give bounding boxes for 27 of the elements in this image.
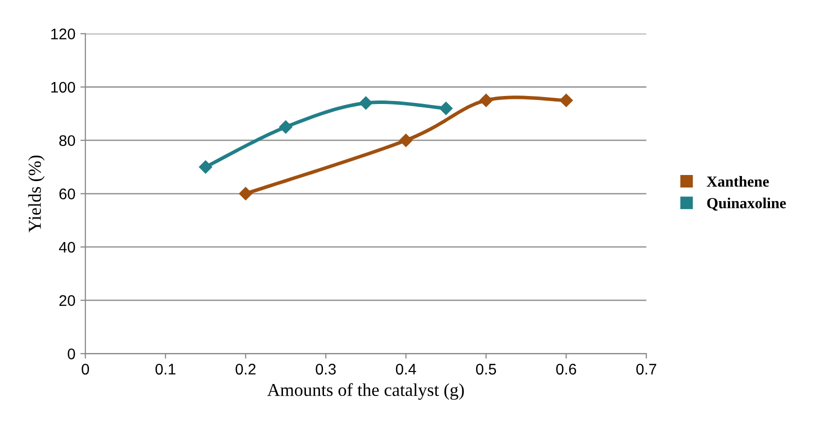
x-tick-label: 0.5 xyxy=(476,364,496,375)
point xyxy=(198,160,212,174)
y-tick-label: 20 xyxy=(59,295,76,306)
y-axis-title: Yields (%) xyxy=(28,156,45,232)
y-tick-label: 40 xyxy=(59,242,76,253)
y-tick-label: 120 xyxy=(51,28,76,40)
point xyxy=(279,120,292,134)
x-tick-label: 0.3 xyxy=(316,364,336,375)
x-axis-title: Amounts of the catalyst (g) xyxy=(267,383,464,400)
point xyxy=(479,94,493,107)
point xyxy=(239,187,252,200)
point xyxy=(359,96,372,110)
x-tick-label: 0.7 xyxy=(636,364,656,375)
y-tick-label: 100 xyxy=(51,82,76,93)
point xyxy=(439,102,453,115)
legend-label: Quinaxoline xyxy=(707,198,786,211)
point xyxy=(399,134,413,147)
x-tick-label: 0.1 xyxy=(155,364,176,375)
y-tick-label: 60 xyxy=(59,188,76,200)
x-tick-label: 0.2 xyxy=(236,364,256,375)
y-tick-label: 0 xyxy=(68,348,76,360)
x-tick-label: 0.4 xyxy=(396,364,416,375)
x-tick-label: 0 xyxy=(82,364,90,375)
x-tick-label: 0.6 xyxy=(556,364,576,375)
y-tick-label: 80 xyxy=(59,135,76,146)
legend-label: Xanthene xyxy=(706,176,769,187)
point xyxy=(560,94,573,107)
